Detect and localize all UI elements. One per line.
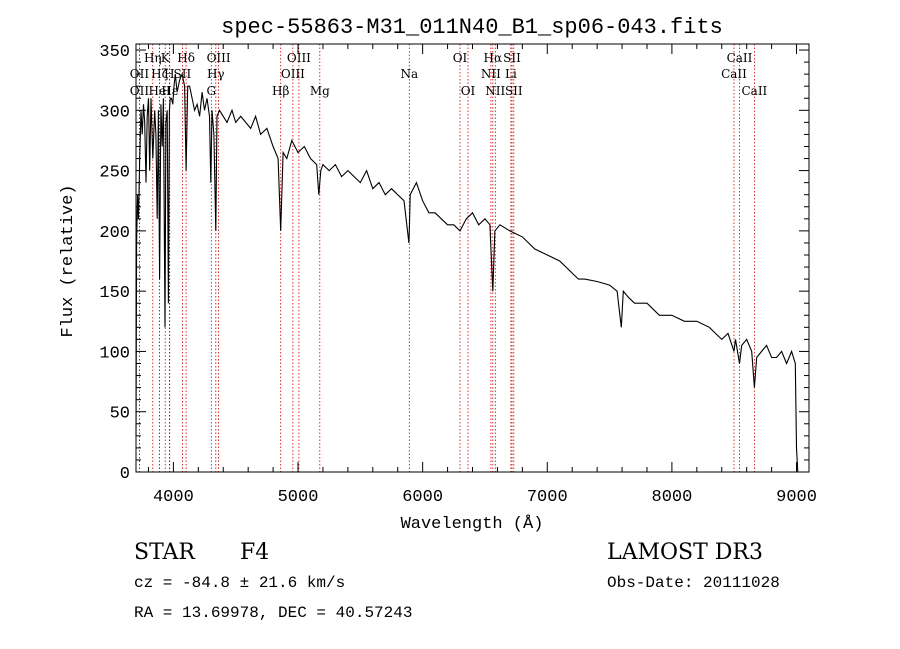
- redshift-readout: cz = -84.8 ± 21.6 km/s: [134, 574, 346, 592]
- y-tick-label: 50: [110, 405, 130, 424]
- line-label: OIII: [287, 51, 311, 65]
- x-axis-ticks: 4000 5000 6000 7000 8000 9000: [147, 44, 817, 507]
- line-label: Hη: [144, 51, 162, 65]
- line-label: CaII: [741, 84, 767, 98]
- line-label: SII: [503, 51, 521, 65]
- line-label: Hδ: [177, 51, 195, 65]
- y-axis-ticks: 0 50 100 150 200 250 300 350: [99, 43, 809, 484]
- y-tick-label: 150: [99, 284, 130, 303]
- spectrum-line: [135, 72, 799, 473]
- y-axis-label: Flux (relative): [59, 184, 78, 337]
- line-label: OII: [130, 84, 150, 98]
- line-label: Hγ: [207, 67, 225, 81]
- y-tick-label: 200: [99, 224, 130, 243]
- line-label: OIII: [207, 51, 231, 65]
- line-label: Na: [400, 67, 418, 81]
- line-label: CaII: [721, 67, 747, 81]
- line-label: Hβ: [272, 84, 289, 98]
- x-tick-label: 6000: [402, 488, 443, 507]
- line-label: NII: [485, 84, 505, 98]
- obs-date: Obs-Date: 20111028: [607, 574, 780, 592]
- coordinates: RA = 13.69978, DEC = 40.57243: [134, 604, 413, 622]
- line-label: Mg: [310, 84, 330, 98]
- line-label: K: [161, 51, 171, 65]
- x-tick-label: 4000: [153, 488, 194, 507]
- y-tick-label: 100: [99, 344, 130, 363]
- line-label: H: [164, 67, 174, 81]
- y-tick-label: 300: [99, 103, 130, 122]
- line-label: Hζ: [151, 67, 168, 81]
- chart-title: spec-55863-M31_011N40_B1_sp06-043.fits: [221, 15, 723, 40]
- y-tick-label: 350: [99, 43, 130, 62]
- x-tick-label: 7000: [527, 488, 568, 507]
- line-label: OI: [453, 51, 468, 65]
- y-tick-label: 0: [120, 465, 130, 484]
- x-tick-label: 5000: [278, 488, 319, 507]
- line-label: Hα: [484, 51, 503, 65]
- line-label: SII: [505, 84, 523, 98]
- x-tick-label: 8000: [652, 488, 693, 507]
- x-axis-label: Wavelength (Å): [401, 515, 544, 534]
- line-label: Li: [505, 67, 517, 81]
- plot-frame: [135, 43, 810, 473]
- x-tick-label: 9000: [776, 488, 817, 507]
- line-label: HeI: [148, 84, 171, 98]
- line-label: OIII: [281, 67, 305, 81]
- line-label: G: [207, 84, 217, 98]
- line-markers: [138, 44, 755, 472]
- line-label: CaII: [727, 51, 753, 65]
- survey-name: LAMOST DR3: [607, 540, 763, 565]
- line-label: NII: [481, 67, 501, 81]
- spectral-subclass: F4: [240, 540, 270, 565]
- line-label: OI: [461, 84, 476, 98]
- object-class: STAR: [134, 540, 195, 565]
- y-tick-label: 250: [99, 164, 130, 183]
